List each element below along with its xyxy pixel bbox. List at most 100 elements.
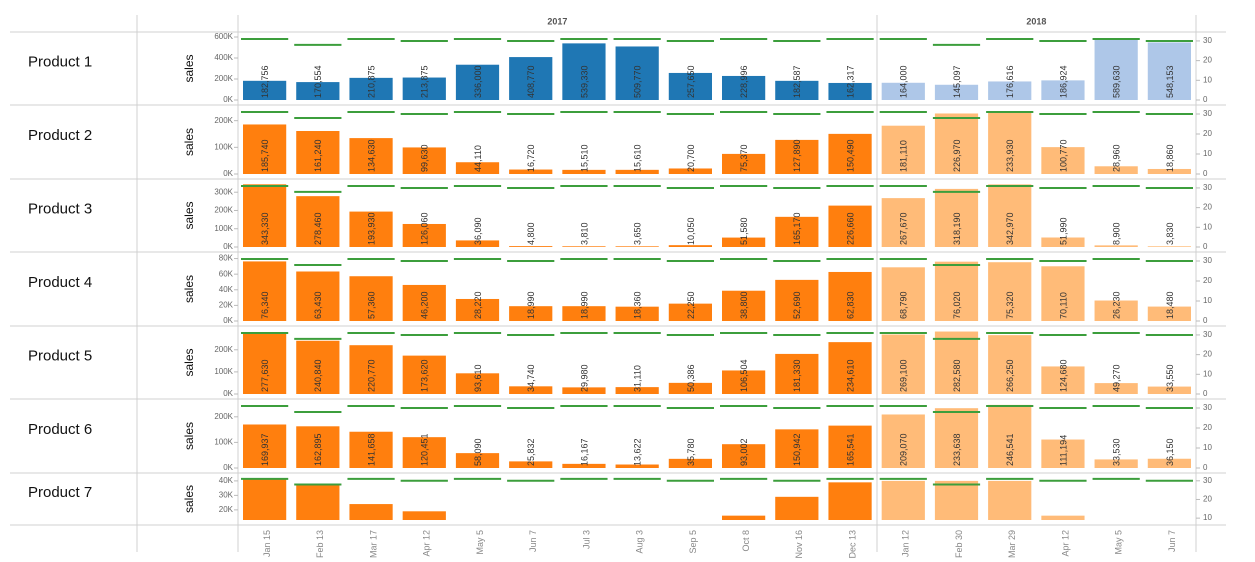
bar [349,345,393,394]
bar [668,382,712,394]
value-label: 36,090 [473,217,483,245]
value-label: 220,770 [366,359,376,392]
bar [934,188,979,247]
value-label: 49,270 [1112,364,1122,392]
bar [775,353,819,394]
bar [988,480,1032,520]
bar [1147,168,1191,174]
value-label: 8,900 [1112,222,1122,245]
value-label: 99,630 [420,144,430,172]
y-tick-label: 30K [219,490,234,499]
value-label: 15,510 [579,144,589,172]
bar [1094,383,1138,394]
bar [243,424,287,468]
x-tick-label: Jan 12 [901,530,911,557]
value-label: 28,220 [473,291,483,319]
bar [1041,439,1085,468]
bar [1094,166,1138,174]
value-label: 3,650 [633,222,643,245]
y2-tick-label: 10 [1203,222,1212,231]
value-label: 18,480 [1165,291,1175,319]
y-tick-label: 200K [214,206,233,215]
y-tick-label: 100K [214,142,233,151]
bar [828,425,872,468]
bar [775,216,819,247]
value-label: 162,895 [313,433,323,466]
value-label: 33,550 [1165,364,1175,392]
y-tick-label: 100K [214,224,233,233]
bar [988,184,1032,247]
product-label: Product 7 [28,484,92,501]
bar [509,246,553,247]
bar [296,131,340,174]
bar [828,342,872,394]
bar [615,246,659,247]
value-label: 162,317 [845,65,855,98]
bar [455,373,500,394]
bar [455,453,500,468]
bar [296,82,340,100]
y2-tick-label: 20 [1203,276,1212,285]
bar [1147,306,1191,321]
y2-tick-label: 20 [1203,495,1212,504]
y-tick-label: 60K [219,269,234,278]
bar [934,408,979,468]
product-label: Product 4 [28,274,92,291]
y-tick-label: 200K [214,412,233,421]
y-tick-label: 200K [214,116,233,125]
y2-tick-label: 10 [1203,513,1212,522]
value-label: 106,504 [739,359,749,392]
value-label: 35,780 [686,438,696,466]
value-label: 182,587 [792,65,802,98]
product-label: Product 6 [28,421,92,438]
bar [988,262,1032,321]
value-label: 165,170 [792,212,802,245]
value-label: 266,250 [1005,359,1015,392]
x-tick-label: Oct 8 [741,530,751,552]
y-tick-label: 0K [223,463,233,472]
bar [775,139,819,174]
bar [881,480,925,520]
bar [881,334,925,394]
value-label: 124,680 [1058,359,1068,392]
y-tick-label: 100K [214,438,233,447]
y-axis-label: sales [182,348,196,376]
bar [828,482,872,520]
bar [562,169,606,174]
bar [1094,300,1138,321]
bar [668,168,712,174]
x-tick-label: Feb 30 [954,530,964,558]
y-tick-label: 0K [223,95,233,104]
bar [934,113,979,174]
value-label: 267,670 [899,212,909,245]
bar [1147,386,1191,394]
bar [881,198,925,247]
y2-tick-label: 30 [1203,109,1212,118]
bar [828,271,872,321]
value-label: 33,530 [1112,438,1122,466]
value-label: 186,924 [1058,65,1068,98]
y-tick-label: 0K [223,389,233,398]
value-label: 93,002 [739,438,749,466]
y-tick-label: 20K [219,300,234,309]
value-label: 18,990 [526,291,536,319]
bar [988,111,1032,174]
y2-tick-label: 0 [1203,242,1208,251]
value-label: 38,800 [739,291,749,319]
product-label: Product 5 [28,347,92,364]
bar [509,386,553,394]
bar [668,303,712,321]
bar [349,138,393,174]
value-label: 76,020 [952,291,962,319]
value-label: 318,190 [952,212,962,245]
value-label: 161,240 [313,139,323,172]
bar [455,162,500,174]
bar [668,245,712,247]
bar [243,479,287,520]
bar [1041,80,1085,100]
y-tick-label: 200K [214,74,233,83]
bar [1147,458,1191,468]
value-label: 18,360 [633,291,643,319]
value-label: 16,167 [579,438,589,466]
bar [881,82,925,100]
